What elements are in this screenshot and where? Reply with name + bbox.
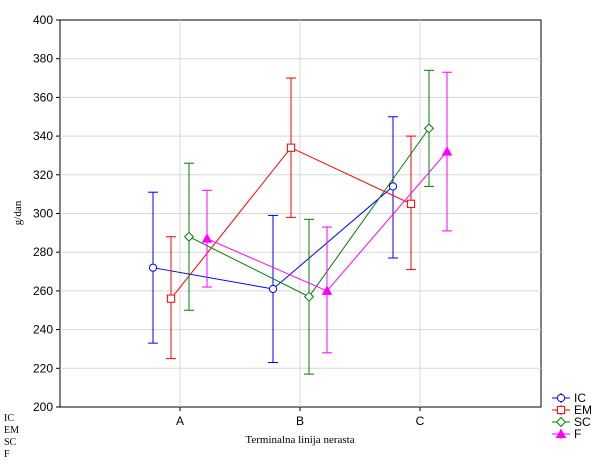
legend-marker-diamond [555, 416, 567, 428]
y-tick-label: 340 [33, 129, 53, 143]
legend-item: IC [552, 391, 586, 405]
data-point-triangle [441, 146, 453, 156]
legend-marker-triangle [555, 428, 567, 439]
legend-marker-square [556, 405, 566, 415]
y-tick-label: 360 [33, 90, 53, 104]
x-tick-label: C [416, 414, 425, 428]
legend-label: IC [574, 391, 586, 405]
data-point-square [406, 199, 416, 208]
data-point-square [166, 294, 176, 303]
series-em [166, 77, 416, 360]
y-tick-label: 260 [33, 284, 53, 298]
y-tick-label: 200 [33, 400, 53, 414]
data-point-diamond [423, 123, 435, 134]
legend-label: SC [574, 415, 591, 429]
series-f [201, 71, 453, 354]
y-tick-label: 320 [33, 168, 53, 182]
x-axis-title: Terminalna linija nerasta [245, 434, 354, 446]
series-ic [148, 116, 398, 363]
side-label: EM [4, 425, 19, 436]
y-tick-label: 400 [33, 13, 53, 27]
y-axis: 200 220 240 260 280 300 320 340 360 380 400 [33, 13, 60, 414]
x-tick-label: A [176, 414, 184, 428]
y-axis-title: g/dan [12, 200, 24, 225]
data-point-diamond [183, 231, 195, 242]
series-sc [183, 69, 435, 375]
legend-item: SC [552, 415, 591, 429]
legend-marker-circle [556, 393, 566, 403]
grid [60, 20, 541, 407]
side-label: F [4, 449, 10, 460]
series-group [148, 69, 453, 375]
x-tick-label: B [296, 414, 304, 428]
y-tick-label: 240 [33, 323, 53, 337]
legend-label: F [574, 427, 581, 441]
side-label: SC [4, 437, 17, 448]
data-point-square [286, 143, 296, 152]
data-point-diamond [303, 291, 315, 302]
y-tick-label: 300 [33, 207, 53, 221]
x-axis: A B C [176, 407, 425, 428]
y-tick-label: 280 [33, 245, 53, 259]
y-tick-label: 220 [33, 361, 53, 375]
data-point-circle [148, 263, 158, 272]
data-point-circle [268, 284, 278, 294]
data-point-triangle [321, 285, 333, 295]
legend-item: F [552, 427, 581, 441]
data-point-circle [388, 182, 398, 191]
legend-item: EM [552, 403, 592, 417]
legend-label: EM [574, 403, 592, 417]
data-point-triangle [201, 233, 213, 243]
side-label: IC [4, 413, 14, 424]
y-tick-label: 380 [33, 52, 53, 66]
